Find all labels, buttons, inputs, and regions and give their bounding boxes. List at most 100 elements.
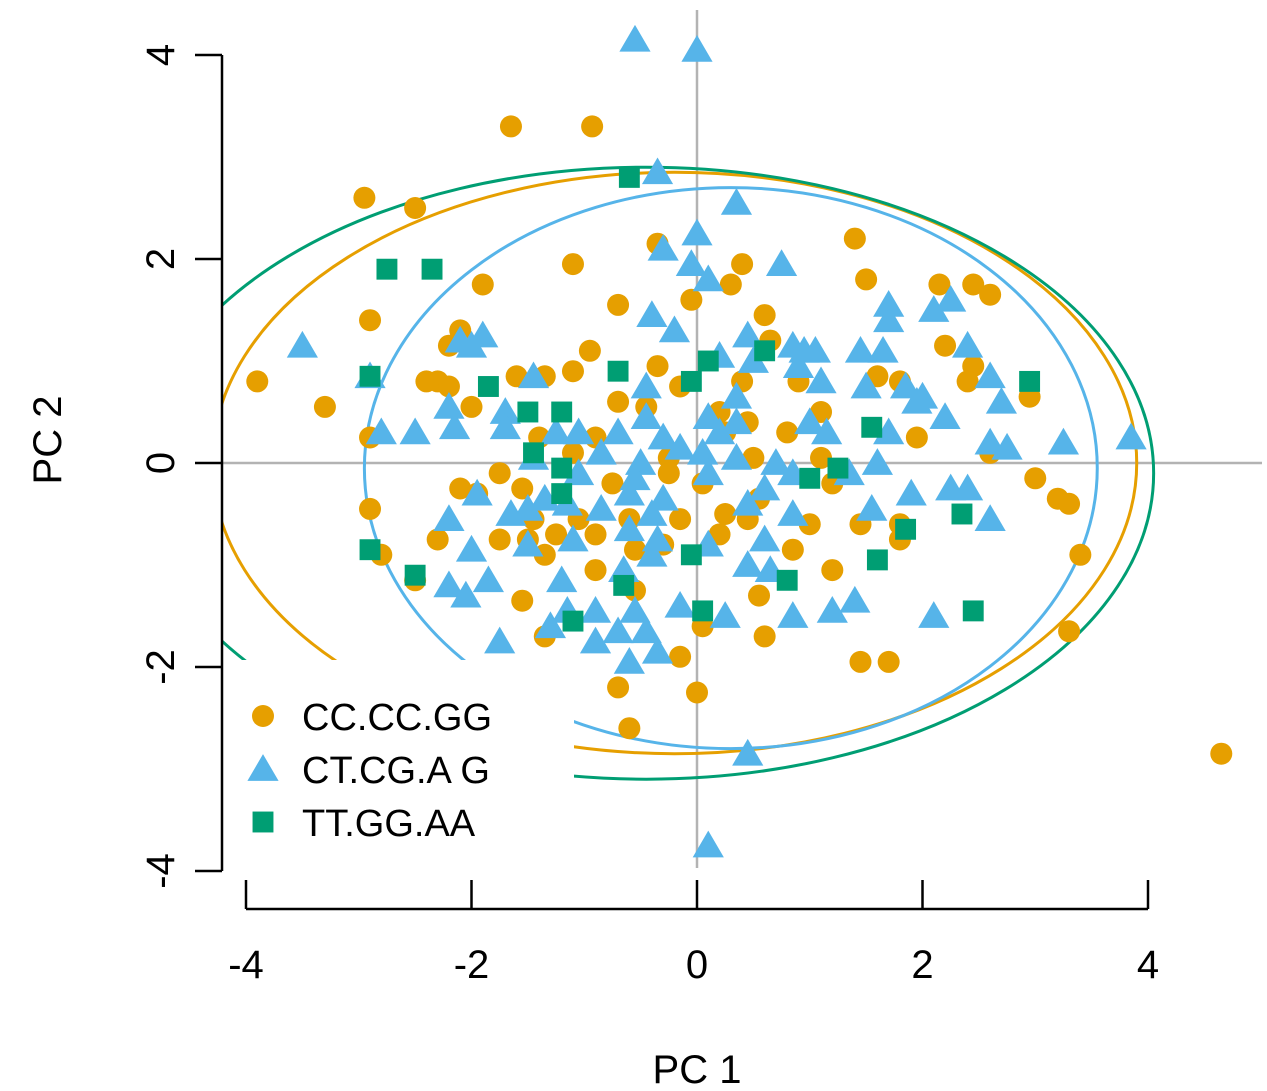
x-tick-label: 0 <box>686 943 708 987</box>
data-point <box>551 401 573 423</box>
data-point <box>449 477 472 500</box>
data-point <box>692 830 724 858</box>
data-point <box>618 717 641 740</box>
ellipse-series-1 <box>222 170 1139 756</box>
data-point <box>517 401 539 423</box>
data-point <box>794 407 826 435</box>
data-point <box>460 395 483 418</box>
ellipse-series-3 <box>222 165 1155 781</box>
data-point <box>692 600 714 622</box>
data-point <box>753 625 776 648</box>
data-point <box>512 494 544 521</box>
data-point <box>602 417 634 445</box>
data-point <box>680 370 702 392</box>
data-point <box>675 249 707 276</box>
data-point <box>731 253 754 276</box>
data-point <box>607 676 630 699</box>
data-point <box>404 197 427 219</box>
data-point <box>732 738 764 766</box>
data-point <box>1058 620 1081 643</box>
data-point <box>850 371 882 399</box>
confidence-ellipses <box>222 165 1155 781</box>
data-point <box>754 340 776 362</box>
data-point <box>720 407 753 435</box>
data-point <box>720 381 753 409</box>
data-point <box>421 258 443 280</box>
data-point <box>974 504 1006 531</box>
data-point <box>376 258 398 280</box>
data-point <box>732 488 764 516</box>
data-point <box>776 569 798 591</box>
data-point <box>934 334 957 357</box>
data-point <box>404 564 426 586</box>
data-point <box>905 426 928 449</box>
data-point <box>472 565 505 593</box>
y-tick-label: 0 <box>139 452 183 474</box>
data-point <box>484 626 516 654</box>
data-point <box>765 249 798 276</box>
data-point <box>777 499 809 526</box>
data-point <box>561 253 584 276</box>
data-point <box>669 645 692 668</box>
data-point <box>489 397 521 424</box>
data-point <box>545 523 568 546</box>
legend-background <box>224 660 574 850</box>
data-point <box>681 218 713 246</box>
data-point <box>658 315 691 343</box>
data-point <box>703 417 736 445</box>
data-point <box>581 115 604 138</box>
data-point <box>687 437 719 465</box>
data-point <box>867 335 899 363</box>
data-point <box>584 559 607 582</box>
data-point <box>546 565 578 593</box>
data-point <box>433 570 465 598</box>
x-tick-label: 2 <box>911 943 933 987</box>
data-point <box>811 417 843 445</box>
data-point <box>709 601 741 628</box>
data-point <box>461 478 493 506</box>
data-point <box>585 437 617 465</box>
y-tick-label: -4 <box>139 853 183 889</box>
legend-item-2: CT.CG.A G <box>247 750 490 792</box>
data-point <box>962 600 984 622</box>
data-point <box>1024 467 1047 490</box>
ellipse-series-2 <box>362 186 1099 751</box>
data-point <box>781 538 804 561</box>
data-point <box>359 365 381 387</box>
data-point <box>630 616 662 644</box>
data-point <box>935 284 967 312</box>
data-point <box>613 478 645 506</box>
data-point <box>551 483 573 505</box>
data-point <box>619 24 651 52</box>
data-point <box>602 616 634 644</box>
data-point <box>866 549 888 571</box>
data-point <box>974 427 1006 455</box>
data-point <box>799 467 821 489</box>
y-tick-label: 2 <box>139 248 183 270</box>
data-point <box>623 538 646 561</box>
legend-marker <box>252 811 274 833</box>
legend-label: CT.CG.A G <box>302 750 490 792</box>
data-point <box>952 473 984 501</box>
data-point <box>1047 427 1080 455</box>
data-point <box>646 355 669 378</box>
data-point <box>619 596 651 623</box>
data-point <box>873 305 905 333</box>
axes: -4 -2 0 2 4 -4 -2 0 2 4 <box>139 44 1159 987</box>
data-point <box>962 273 985 296</box>
data-point <box>697 350 719 372</box>
data-point <box>956 370 979 393</box>
y-tick-label: -2 <box>139 649 183 685</box>
data-point <box>906 381 939 409</box>
data-point <box>534 611 567 639</box>
data-point <box>433 392 465 419</box>
data-point <box>669 508 692 531</box>
data-point <box>798 513 821 536</box>
data-point <box>844 335 877 363</box>
data-point <box>810 446 833 469</box>
data-point <box>748 584 771 607</box>
data-point <box>313 395 336 418</box>
data-point <box>692 402 724 429</box>
data-point <box>562 610 584 632</box>
series-1-points <box>246 115 1233 765</box>
